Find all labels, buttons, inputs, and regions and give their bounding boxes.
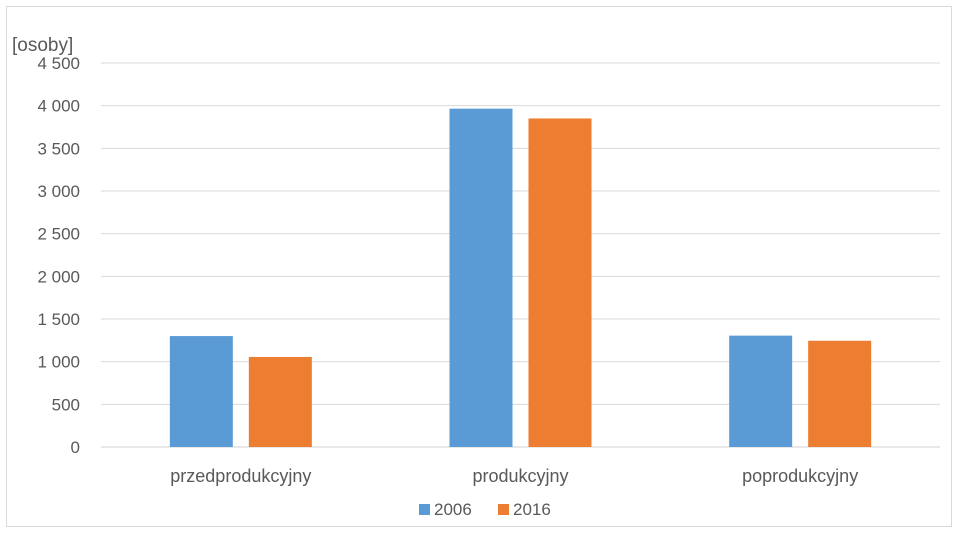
legend: 2006 2016 [419,500,551,519]
bar-2006-poprodukcyjny [729,335,793,447]
y-tick-label: 3 000 [37,182,80,201]
bar-2016-produkcyjny [528,118,592,447]
x-tick-label: poprodukcyjny [742,466,858,486]
y-tick-label: 0 [71,438,80,457]
bar-2016-przedprodukcyjny [248,356,312,447]
legend-label: 2006 [434,500,472,519]
legend-swatch-2016 [498,504,509,515]
gridlines [101,62,940,448]
y-tick-label: 2 500 [37,225,80,244]
y-tick-label: 4 000 [37,97,80,116]
legend-label: 2016 [513,500,551,519]
y-tick-label: 1 500 [37,310,80,329]
bar-2006-produkcyjny [449,108,513,448]
bar-2016-poprodukcyjny [808,340,872,447]
legend-swatch-2006 [419,504,430,515]
x-tick-label: przedprodukcyjny [170,466,311,486]
bar-2006-przedprodukcyjny [169,336,233,447]
y-tick-label: 500 [52,395,80,414]
x-axis-ticks: przedprodukcyjny produkcyjny poprodukcyjny [170,466,858,486]
x-tick-label: produkcyjny [472,466,568,486]
y-tick-label: 3 500 [37,139,80,158]
bars [169,108,872,448]
y-axis-ticks: 0 500 1 000 1 500 2 000 2 500 3 000 3 500 4 000 4… [37,54,80,457]
y-tick-label: 1 000 [37,353,80,372]
unit-label: [osoby] [12,35,73,56]
y-tick-label: 4 500 [37,54,80,73]
y-tick-label: 2 000 [37,267,80,286]
